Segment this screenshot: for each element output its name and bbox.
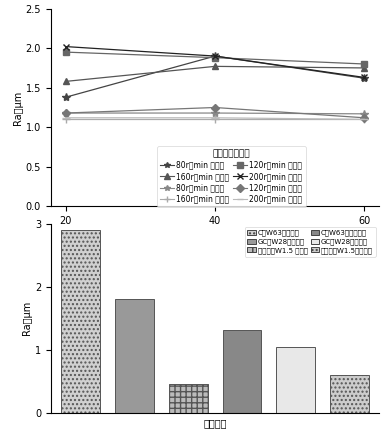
Legend: 80r／min 钛酸钡, 160r／min 钛酸钡, 80r／min 氧化铝, 160r／min 氧化铝, 120r／min 钛酸钡, 200r／min 钛酸钡: 80r／min 钛酸钡, 160r／min 钛酸钡, 80r／min 氧化铝, …: [157, 146, 306, 206]
Bar: [276, 347, 315, 413]
Bar: [222, 329, 261, 413]
X-axis label: 研磨时间／s: 研磨时间／s: [198, 232, 232, 242]
Legend: C，W63，钛酸钡, GC，W28，钛酸钡, 金刚石，W1.5 钛酸钡, C，W63，氧化铝，, GC，W28，氧化铝, 金刚石，W1.5，钛酸钡: C，W63，钛酸钡, GC，W28，钛酸钡, 金刚石，W1.5 钛酸钡, C，W…: [245, 227, 376, 257]
Y-axis label: Ra／μm: Ra／μm: [13, 90, 23, 125]
Y-axis label: Ra／μm: Ra／μm: [22, 301, 32, 335]
Bar: [330, 375, 369, 413]
Bar: [61, 230, 100, 413]
Bar: [169, 384, 208, 413]
X-axis label: 研磨条件: 研磨条件: [203, 418, 227, 428]
Bar: [115, 299, 154, 413]
